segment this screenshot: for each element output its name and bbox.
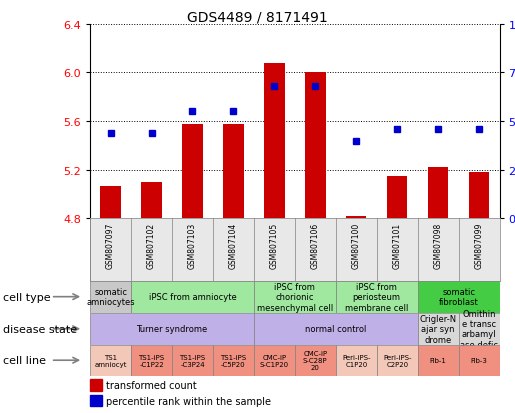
Bar [418, 345, 458, 376]
Text: iPSC from
chorionic
mesenchymal cell: iPSC from chorionic mesenchymal cell [256, 282, 333, 312]
Text: percentile rank within the sample: percentile rank within the sample [106, 396, 271, 406]
Bar [172, 345, 213, 376]
Text: GDS4489 / 8171491: GDS4489 / 8171491 [187, 10, 328, 24]
Text: CMC-iP
S-C1P20: CMC-iP S-C1P20 [260, 354, 289, 367]
Text: transformed count: transformed count [106, 380, 197, 390]
Bar [90, 313, 254, 345]
Bar [336, 281, 418, 313]
Text: GSM807103: GSM807103 [188, 222, 197, 268]
Bar [469, 173, 489, 219]
Bar [377, 345, 418, 376]
Text: GSM807098: GSM807098 [434, 222, 442, 268]
Bar [458, 345, 500, 376]
Text: TS1
amniocyt: TS1 amniocyt [94, 354, 127, 367]
Text: GSM807105: GSM807105 [270, 222, 279, 268]
Text: cell type: cell type [3, 292, 50, 302]
Text: TS1-iPS
-C1P22: TS1-iPS -C1P22 [139, 354, 165, 367]
Text: GSM807099: GSM807099 [475, 222, 484, 268]
Bar [458, 313, 500, 345]
Text: Fib-3: Fib-3 [471, 357, 488, 363]
Bar [254, 281, 336, 313]
Bar [305, 73, 325, 219]
Text: GSM807097: GSM807097 [106, 222, 115, 268]
Bar [418, 281, 500, 313]
Text: Peri-iPS-
C1P20: Peri-iPS- C1P20 [342, 354, 370, 367]
Text: TS1-iPS
-C5P20: TS1-iPS -C5P20 [220, 354, 247, 367]
Text: CMC-iP
S-C28P
20: CMC-iP S-C28P 20 [303, 350, 328, 370]
Bar [90, 395, 101, 406]
Text: Crigler-N
ajar syn
drome: Crigler-N ajar syn drome [420, 314, 457, 344]
Text: GSM807106: GSM807106 [311, 222, 320, 268]
Bar [90, 281, 131, 313]
Text: Omithin
e transc
arbamyl
ase defic: Omithin e transc arbamyl ase defic [460, 309, 498, 349]
Bar [254, 313, 418, 345]
Bar [346, 216, 367, 219]
Bar [131, 281, 254, 313]
Bar [182, 124, 203, 219]
Bar [90, 345, 131, 376]
Bar [254, 345, 295, 376]
Text: GSM807104: GSM807104 [229, 222, 238, 268]
Bar [387, 176, 407, 219]
Bar [264, 64, 285, 219]
Bar [90, 379, 101, 391]
Text: GSM807100: GSM807100 [352, 222, 360, 268]
Text: disease state: disease state [3, 324, 77, 334]
Bar [100, 186, 121, 219]
Bar [295, 345, 336, 376]
Text: TS1-iPS
-C3P24: TS1-iPS -C3P24 [179, 354, 205, 367]
Text: Fib-1: Fib-1 [430, 357, 447, 363]
Bar [418, 313, 458, 345]
Text: normal control: normal control [305, 325, 367, 333]
Bar [213, 345, 254, 376]
Bar [223, 124, 244, 219]
Bar [131, 345, 172, 376]
Text: somatic
amniocytes: somatic amniocytes [87, 287, 135, 306]
Bar [336, 345, 377, 376]
Text: iPSC from amniocyte: iPSC from amniocyte [149, 292, 236, 301]
Text: somatic
fibroblast: somatic fibroblast [439, 287, 478, 306]
Text: Turner syndrome: Turner syndrome [136, 325, 208, 333]
Text: GSM807101: GSM807101 [393, 222, 402, 268]
Text: cell line: cell line [3, 355, 45, 366]
Text: iPSC from
periosteum
membrane cell: iPSC from periosteum membrane cell [345, 282, 408, 312]
Bar [428, 168, 449, 219]
Text: Peri-iPS-
C2P20: Peri-iPS- C2P20 [383, 354, 411, 367]
Text: GSM807102: GSM807102 [147, 222, 156, 268]
Bar [141, 183, 162, 219]
